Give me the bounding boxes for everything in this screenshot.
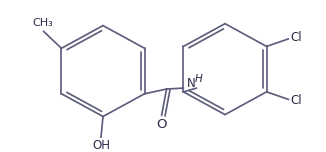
Text: Cl: Cl (291, 94, 303, 107)
Text: N: N (187, 77, 196, 90)
Text: Cl: Cl (291, 31, 303, 44)
Text: H: H (195, 74, 202, 84)
Text: OH: OH (92, 139, 110, 152)
Text: CH₃: CH₃ (32, 18, 53, 28)
Text: O: O (156, 117, 167, 131)
